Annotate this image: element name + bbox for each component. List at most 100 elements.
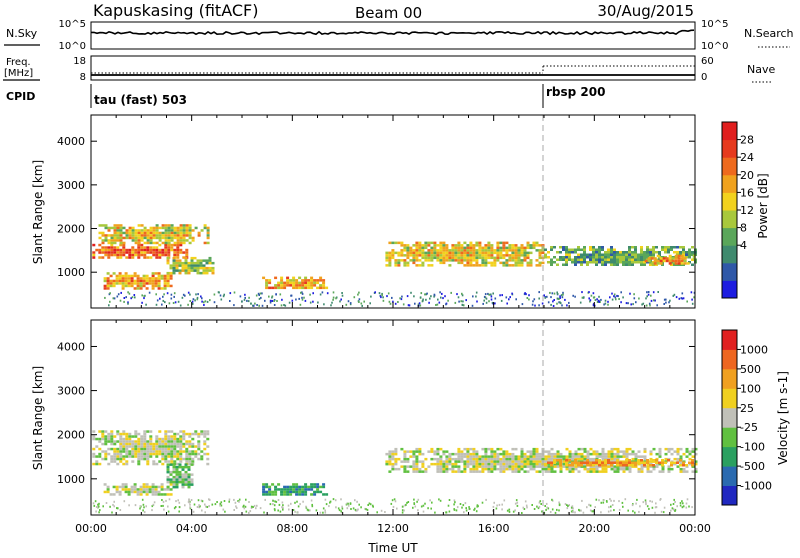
velocity-cell (104, 457, 108, 461)
velocity-cell (643, 447, 647, 451)
velocity-ground-scatter-cell (358, 503, 360, 506)
power-cell (478, 264, 482, 267)
velocity-cell (415, 467, 419, 471)
velocity-cell (113, 452, 117, 456)
power-cell (625, 251, 628, 254)
power-cell (691, 251, 694, 254)
power-cell (406, 244, 410, 247)
power-cell (688, 251, 691, 254)
velocity-ground-scatter-cell (273, 504, 276, 507)
power-cell (409, 259, 413, 262)
velocity-cell (415, 462, 419, 466)
power-cell (175, 261, 179, 265)
velocity-cell (670, 461, 673, 464)
power-cell (469, 261, 473, 265)
velocity-cell (649, 465, 653, 468)
power-cell (119, 248, 123, 252)
velocity-ground-scatter-cell (139, 507, 141, 510)
velocity-cell (197, 432, 201, 436)
power-cell (140, 251, 144, 254)
power-cell (211, 269, 215, 272)
velocity-cell (125, 452, 129, 456)
velocity-cell (188, 457, 192, 461)
velocity-ground-scatter-cell (651, 500, 653, 503)
power-ground-scatter-cell (682, 297, 685, 300)
velocity-cell (160, 483, 164, 486)
velocity-cell (149, 445, 153, 448)
power-cell (205, 269, 209, 272)
velocity-cell (535, 465, 539, 468)
power-ground-scatter-cell (641, 303, 643, 306)
velocity-cell (550, 447, 554, 451)
power-cell (430, 264, 434, 267)
power-cell (128, 231, 132, 235)
velocity-cell (679, 459, 682, 462)
velocity-cell (535, 455, 539, 458)
velocity-cell (119, 447, 123, 451)
velocity-cell (155, 442, 159, 446)
power-cell (439, 261, 443, 265)
velocity-ground-scatter-cell (424, 502, 426, 505)
power-ground-scatter-cell (134, 296, 136, 299)
power-ground-scatter-cell (290, 294, 292, 297)
power-ground-scatter-cell (291, 299, 294, 302)
velocity-cell (535, 447, 539, 451)
velocity-ground-scatter-cell (401, 509, 404, 512)
velocity-ground-scatter-cell (512, 510, 515, 513)
velocity-cell (206, 462, 210, 466)
velocity-cell (179, 445, 183, 448)
velocity-cell (571, 467, 575, 471)
power-cell (179, 234, 183, 237)
velocity-cell (184, 473, 188, 476)
power-cell (505, 251, 509, 255)
power-cell (631, 261, 634, 264)
power-cell (442, 241, 446, 245)
power-ground-scatter-cell (544, 296, 547, 299)
power-cell (643, 253, 646, 256)
velocity-cell (631, 465, 635, 468)
velocity-cell (595, 462, 599, 466)
velocity-cell (610, 461, 613, 464)
power-ground-scatter-cell (538, 297, 540, 300)
velocity-cell (574, 467, 578, 471)
velocity-cell (118, 493, 122, 496)
velocity-cell (178, 463, 182, 466)
velocity-cell (107, 452, 111, 456)
power-ground-scatter-cell (117, 293, 120, 296)
power-ground-scatter-cell (339, 300, 341, 303)
velocity-ground-scatter-cell (208, 498, 210, 501)
velocity-cell (478, 470, 482, 473)
velocity-ground-scatter-cell (168, 498, 171, 501)
velocity-cell (523, 455, 527, 458)
velocity-ground-scatter-cell (250, 505, 253, 508)
power-cell (397, 259, 401, 262)
power-cell (580, 261, 583, 264)
velocity-cell (116, 452, 120, 456)
velocity-ground-scatter-cell (117, 507, 119, 510)
power-cell (137, 239, 141, 242)
power-cell (169, 277, 173, 280)
velocity-cell (559, 464, 562, 467)
power-ground-scatter-cell (428, 301, 430, 304)
power-cell (106, 287, 110, 290)
velocity-cell (661, 459, 664, 462)
velocity-cell (616, 450, 620, 453)
velocity-cell (556, 459, 559, 462)
power-cell (637, 261, 640, 264)
velocity-cell (116, 457, 120, 461)
power-ground-scatter-cell (627, 302, 629, 305)
velocity-ground-scatter-cell (192, 510, 195, 513)
power-cell (460, 251, 464, 255)
velocity-cell (631, 452, 635, 456)
velocity-ground-scatter-cell (341, 505, 343, 508)
velocity-cell (613, 470, 617, 473)
power-cell (167, 251, 171, 254)
power-ground-scatter-cell (533, 298, 536, 301)
power-cell (616, 251, 619, 254)
velocity-cell (496, 457, 500, 461)
power-cell (472, 246, 476, 250)
power-ground-scatter-cell (531, 303, 534, 306)
power-cell (131, 229, 135, 232)
power-cell (610, 251, 613, 254)
velocity-cell (125, 432, 129, 436)
